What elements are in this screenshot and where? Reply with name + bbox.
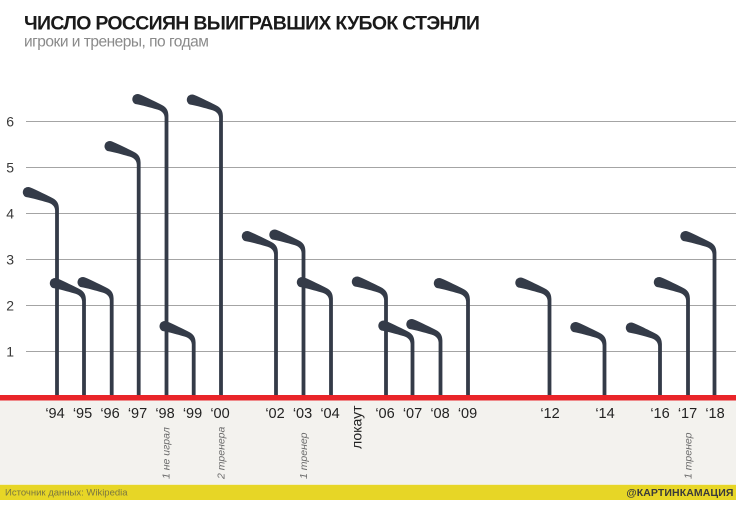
svg-text:2 тренера: 2 тренера (216, 426, 228, 480)
svg-text:1: 1 (6, 344, 14, 360)
svg-text:3: 3 (6, 252, 14, 268)
svg-text:‘98: ‘98 (155, 406, 174, 422)
svg-text:4: 4 (6, 206, 14, 222)
svg-text:Источник данных: Wikipedia: Источник данных: Wikipedia (5, 488, 128, 499)
svg-text:@КАРТИНКАМАЦИЯ: @КАРТИНКАМАЦИЯ (626, 487, 733, 499)
svg-text:‘99: ‘99 (183, 406, 202, 422)
svg-text:‘95: ‘95 (73, 406, 92, 422)
svg-text:‘12: ‘12 (540, 406, 559, 422)
svg-text:игроки и тренеры, по годам: игроки и тренеры, по годам (24, 34, 208, 51)
svg-text:‘00: ‘00 (210, 406, 229, 422)
svg-text:локаут: локаут (349, 405, 365, 449)
svg-text:‘03: ‘03 (293, 406, 312, 422)
svg-text:‘16: ‘16 (650, 406, 669, 422)
svg-text:1 тренер: 1 тренер (683, 432, 695, 479)
svg-text:‘94: ‘94 (45, 406, 64, 422)
svg-text:‘96: ‘96 (100, 406, 119, 422)
svg-text:2: 2 (6, 298, 14, 314)
svg-text:‘14: ‘14 (595, 406, 614, 422)
svg-text:‘09: ‘09 (458, 406, 477, 422)
svg-text:‘02: ‘02 (265, 406, 284, 422)
svg-text:‘07: ‘07 (403, 406, 422, 422)
svg-text:‘97: ‘97 (128, 406, 147, 422)
svg-text:‘06: ‘06 (375, 406, 394, 422)
svg-text:1 не играл: 1 не играл (161, 427, 173, 479)
svg-text:5: 5 (6, 160, 14, 176)
svg-text:‘04: ‘04 (320, 406, 339, 422)
svg-text:‘08: ‘08 (430, 406, 449, 422)
svg-text:‘18: ‘18 (705, 406, 724, 422)
svg-text:6: 6 (6, 114, 14, 130)
svg-text:ЧИСЛО РОССИЯН ВЫИГРАВШИХ КУБОК: ЧИСЛО РОССИЯН ВЫИГРАВШИХ КУБОК СТЭНЛИ (24, 13, 479, 35)
svg-text:‘17: ‘17 (678, 406, 697, 422)
svg-text:1 тренер: 1 тренер (298, 432, 310, 479)
